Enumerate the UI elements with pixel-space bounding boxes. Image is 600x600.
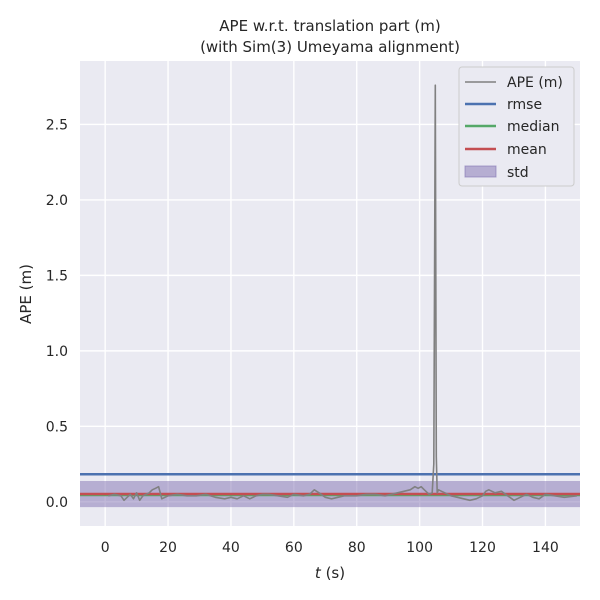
y-axis-label: APE (m) — [17, 264, 35, 324]
x-tick-label: 0 — [101, 540, 110, 556]
y-tick-label: 2.5 — [46, 117, 68, 133]
x-axis-label: t (s) — [315, 564, 345, 582]
x-tick-label: 140 — [532, 540, 559, 556]
x-tick-label: 20 — [159, 540, 177, 556]
x-tick-label: 60 — [285, 540, 303, 556]
y-tick-label: 1.5 — [46, 268, 68, 284]
ape-series-line — [108, 84, 577, 502]
x-axis-unit: (s) — [321, 564, 345, 582]
x-tick-label: 100 — [406, 540, 433, 556]
legend-box — [458, 66, 575, 187]
y-tick-label: 0.0 — [46, 495, 68, 511]
legend-label-ape: APE (m) — [507, 75, 563, 91]
legend-label-median: median — [507, 119, 559, 135]
legend-label-rmse: rmse — [507, 97, 542, 113]
legend-swatch-std — [464, 165, 497, 178]
x-tick-label: 40 — [222, 540, 240, 556]
legend: APE (m) rmse median mean std — [458, 66, 575, 187]
x-tick-label: 120 — [469, 540, 496, 556]
chart-title-line-2: (with Sim(3) Umeyama alignment) — [200, 38, 460, 56]
legend-label-mean: mean — [507, 142, 547, 158]
series-layer — [80, 84, 580, 508]
x-tick-label: 80 — [348, 540, 366, 556]
tick-labels: 0 20 40 60 80 100 120 140 0.0 0.5 1.0 1.5 2.0 2.5 — [46, 117, 559, 556]
y-tick-label: 0.5 — [46, 419, 68, 435]
y-tick-label: 2.0 — [46, 193, 68, 209]
y-tick-label: 1.0 — [46, 344, 68, 360]
chart-title-line-1: APE w.r.t. translation part (m) — [219, 17, 440, 35]
x-axis-variable: t — [315, 564, 322, 582]
legend-label-std: std — [507, 165, 529, 181]
